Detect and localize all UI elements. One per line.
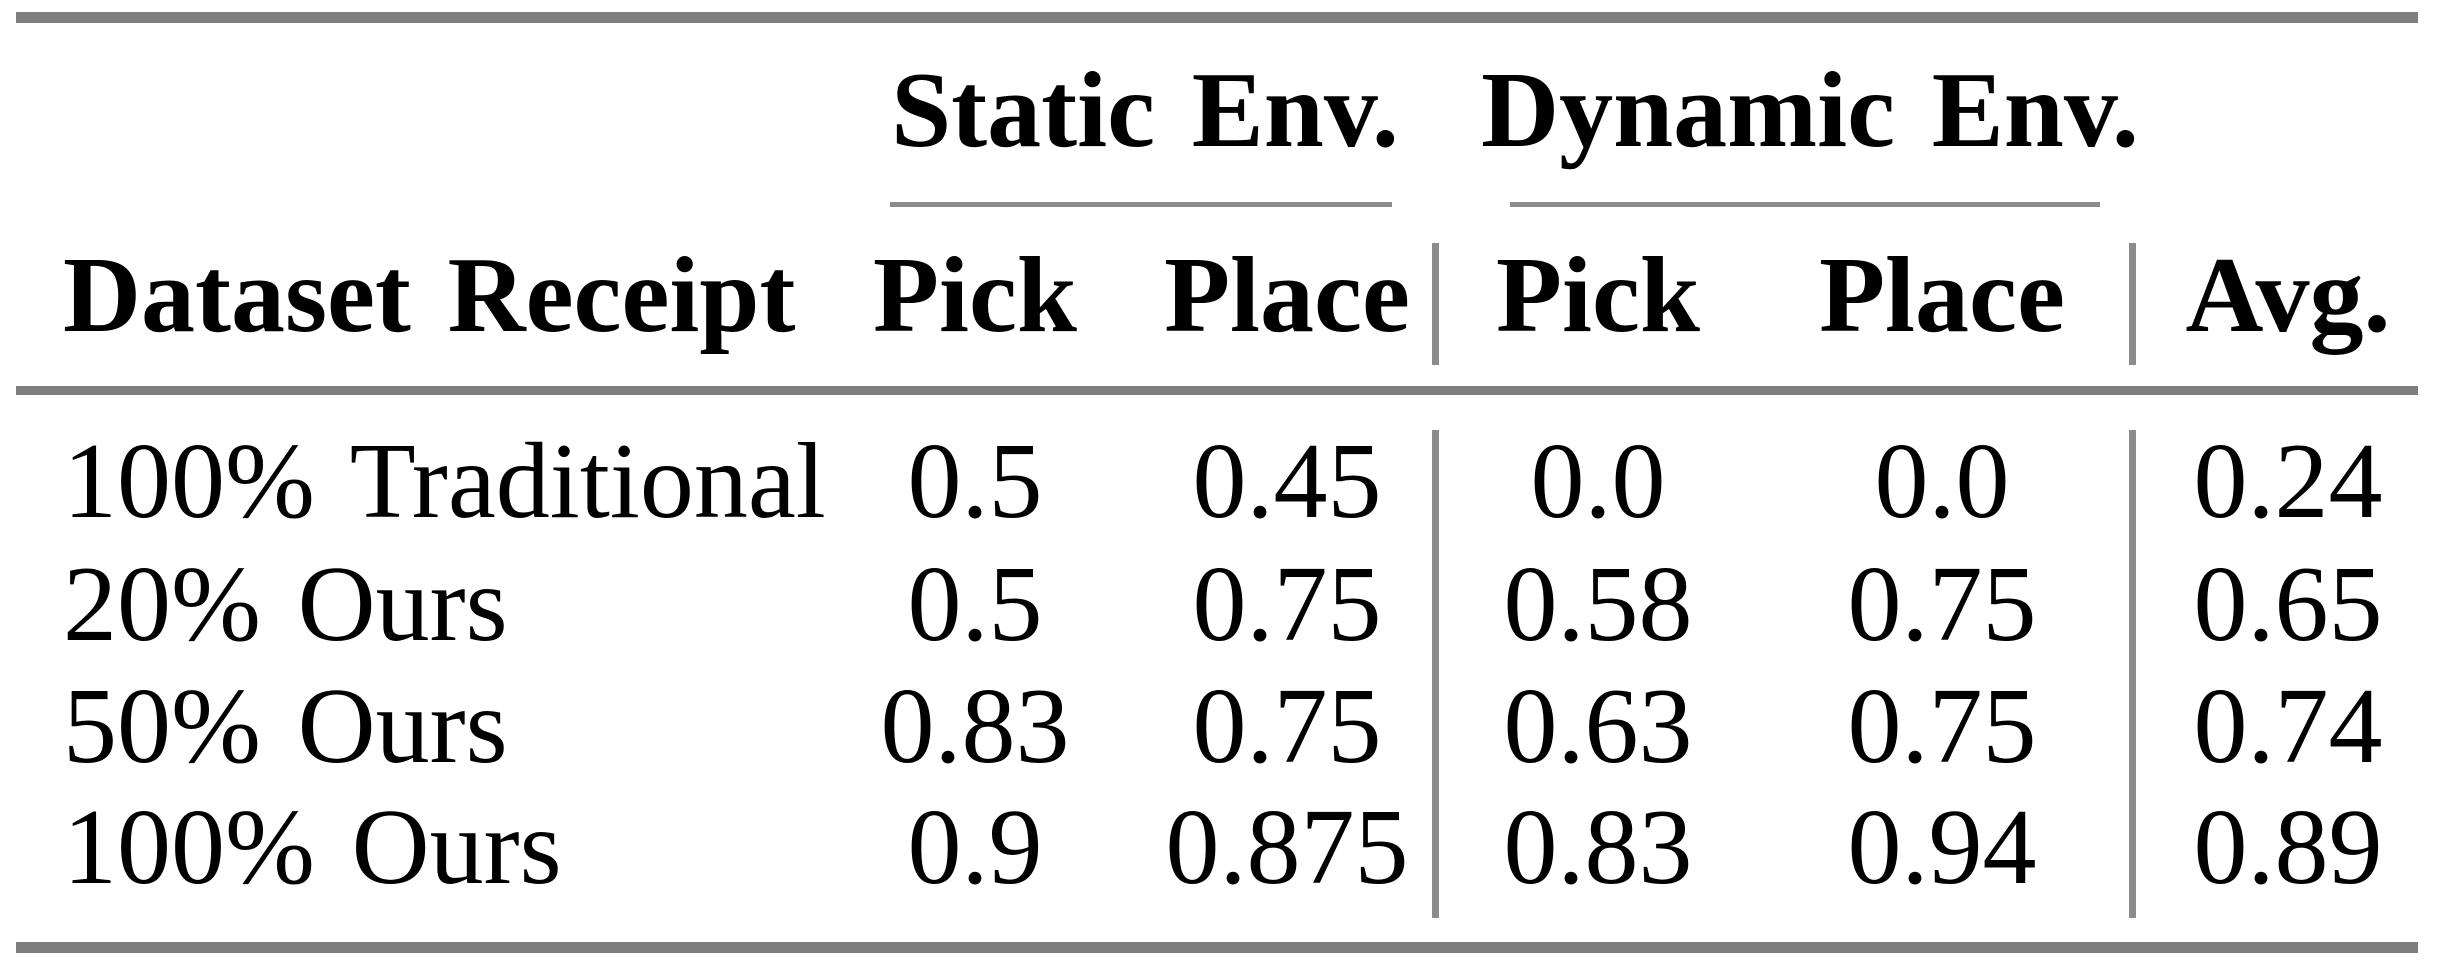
row-label: 20% Ours <box>63 545 508 664</box>
cell-value: 0.63 <box>1503 667 1693 786</box>
group-header-dynamic-env: Dynamic Env. <box>1481 51 2139 170</box>
cell-value: 0.0 <box>1874 422 2010 541</box>
cell-value: 0.24 <box>2193 422 2383 541</box>
header-dataset-receipt: Dataset Receipt <box>63 236 796 355</box>
table-top-rule <box>16 12 2418 23</box>
table-bottom-rule <box>16 942 2418 953</box>
cell-value: 0.75 <box>1847 667 2037 786</box>
cell-value: 0.58 <box>1503 545 1693 664</box>
header-static-place: Place <box>1164 236 1410 355</box>
header-dynamic-pick: Pick <box>1496 236 1700 355</box>
header-avg: Avg. <box>2185 236 2391 355</box>
cell-value: 0.74 <box>2193 667 2383 786</box>
cell-value: 0.5 <box>907 422 1043 541</box>
static-env-underline <box>890 202 1392 207</box>
group-header-static-env: Static Env. <box>891 51 1399 170</box>
cell-value: 0.65 <box>2193 545 2383 664</box>
cell-value: 0.83 <box>1503 788 1693 907</box>
separator-dynamic-avg-body <box>2129 430 2136 918</box>
cell-value: 0.45 <box>1192 422 1382 541</box>
cell-value: 0.83 <box>880 667 1070 786</box>
separator-static-dynamic-body <box>1432 430 1439 918</box>
cell-value: 0.75 <box>1192 667 1382 786</box>
cell-value: 0.75 <box>1192 545 1382 664</box>
table-mid-rule <box>16 386 2418 395</box>
cell-value: 0.9 <box>907 788 1043 907</box>
cell-value: 0.0 <box>1530 422 1666 541</box>
row-label: 100% Traditional <box>63 422 826 541</box>
cell-value: 0.75 <box>1847 545 2037 664</box>
separator-dynamic-avg-header <box>2129 243 2136 365</box>
cell-value: 0.875 <box>1165 788 1409 907</box>
cell-value: 0.94 <box>1847 788 2037 907</box>
row-label: 50% Ours <box>63 667 508 786</box>
cell-value: 0.5 <box>907 545 1043 664</box>
header-static-pick: Pick <box>873 236 1077 355</box>
header-dynamic-place: Place <box>1819 236 2065 355</box>
dynamic-env-underline <box>1510 202 2100 207</box>
row-label: 100% Ours <box>63 788 562 907</box>
cell-value: 0.89 <box>2193 788 2383 907</box>
separator-static-dynamic-header <box>1432 243 1439 365</box>
